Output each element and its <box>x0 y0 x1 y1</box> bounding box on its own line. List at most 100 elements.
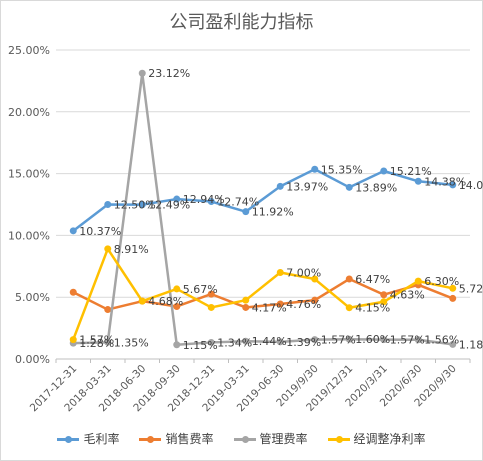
data-point <box>414 277 422 285</box>
legend-swatch <box>233 434 256 444</box>
data-point <box>242 296 250 304</box>
data-label: 14.09% <box>459 179 483 192</box>
data-point <box>104 245 112 253</box>
data-point <box>104 306 112 314</box>
data-label: 1.57% <box>321 334 356 347</box>
data-point <box>380 167 388 175</box>
data-point <box>173 302 181 310</box>
data-label: 1.34% <box>217 336 252 349</box>
data-point <box>276 300 284 308</box>
legend: 毛利率 销售费率 管理费率 经调整净利率 <box>0 430 483 447</box>
data-point <box>104 338 112 346</box>
y-tick-label: 20.00% <box>8 106 50 119</box>
data-label: 12.50% <box>114 199 156 212</box>
data-label: 1.60% <box>355 333 390 346</box>
data-label: 6.30% <box>424 275 459 288</box>
data-point <box>414 336 422 344</box>
legend-item: 经调整净利率 <box>327 430 426 447</box>
series-line <box>72 168 453 232</box>
data-point <box>380 336 388 344</box>
data-point <box>345 275 353 283</box>
data-label: 23.12% <box>148 67 190 80</box>
data-point <box>173 195 181 203</box>
data-point <box>69 227 77 235</box>
legend-label: 管理费率 <box>259 432 308 446</box>
data-point <box>69 288 77 296</box>
legend-label: 经调整净利率 <box>353 432 426 446</box>
data-point <box>207 338 215 346</box>
y-tick-label: 0.00% <box>15 353 50 366</box>
data-label: 1.28% <box>79 337 114 350</box>
data-point <box>311 336 319 344</box>
data-point <box>138 69 146 77</box>
data-label: 10.37% <box>79 225 121 238</box>
data-label: 8.91% <box>114 243 149 256</box>
y-tick-label: 10.00% <box>8 229 50 242</box>
data-point <box>311 275 319 283</box>
data-point <box>138 201 146 209</box>
data-label: 4.76% <box>286 298 321 311</box>
data-point <box>345 304 353 312</box>
y-tick-label: 15.00% <box>8 168 50 181</box>
data-point <box>207 198 215 206</box>
data-point <box>242 337 250 345</box>
data-label: 4.15% <box>355 302 390 315</box>
data-point <box>207 303 215 311</box>
data-label: 1.35% <box>114 336 149 349</box>
legend-label: 毛利率 <box>83 432 120 446</box>
data-point <box>276 268 284 276</box>
data-point <box>276 182 284 190</box>
data-label: 5.72% <box>459 282 483 295</box>
data-point <box>380 298 388 306</box>
data-label: 15.21% <box>390 165 432 178</box>
data-point <box>449 181 457 189</box>
data-label: 1.57% <box>79 334 114 347</box>
legend-item: 毛利率 <box>57 430 119 447</box>
chart-title: 公司盈利能力指标 <box>169 12 314 33</box>
data-label: 13.89% <box>355 181 397 194</box>
data-label: 1.18% <box>459 338 483 351</box>
data-label: 7.00% <box>286 266 321 279</box>
data-label: 4.17% <box>252 301 287 314</box>
data-label: 12.94% <box>183 193 225 206</box>
data-point <box>173 285 181 293</box>
data-point <box>242 208 250 216</box>
data-label: 4.68% <box>148 295 183 308</box>
data-label: 1.44% <box>252 335 287 348</box>
legend-swatch <box>57 434 80 444</box>
legend-swatch <box>327 434 350 444</box>
legend-item: 销售费率 <box>139 430 214 447</box>
data-point <box>311 296 319 304</box>
data-label: 1.39% <box>286 336 321 349</box>
data-point <box>104 201 112 208</box>
data-label: 11.92% <box>252 206 294 219</box>
data-point <box>414 177 422 185</box>
data-label: 12.74% <box>217 196 259 209</box>
data-point <box>276 338 284 346</box>
data-point <box>207 290 215 298</box>
data-point <box>449 284 457 292</box>
data-point <box>173 341 181 349</box>
data-label: 13.97% <box>286 180 328 193</box>
data-point <box>345 335 353 343</box>
y-tick-label: 25.00% <box>8 44 50 57</box>
data-point <box>311 165 319 173</box>
legend-swatch <box>139 434 162 444</box>
data-point <box>449 294 457 302</box>
legend-item: 管理费率 <box>233 430 308 447</box>
data-label: 5.67% <box>183 283 218 296</box>
series-line <box>72 247 454 341</box>
data-label: 6.47% <box>355 273 390 286</box>
data-label: 14.38% <box>424 175 466 188</box>
data-label: 12.49% <box>148 199 190 212</box>
series-line <box>73 71 453 347</box>
data-label: 1.57% <box>390 334 425 347</box>
data-point <box>138 297 146 305</box>
series-line <box>72 277 454 311</box>
legend-label: 销售费率 <box>165 432 214 446</box>
data-point <box>449 340 457 348</box>
data-label: 1.56% <box>424 334 459 347</box>
data-label: 1.15% <box>183 339 218 352</box>
data-point <box>345 183 353 191</box>
